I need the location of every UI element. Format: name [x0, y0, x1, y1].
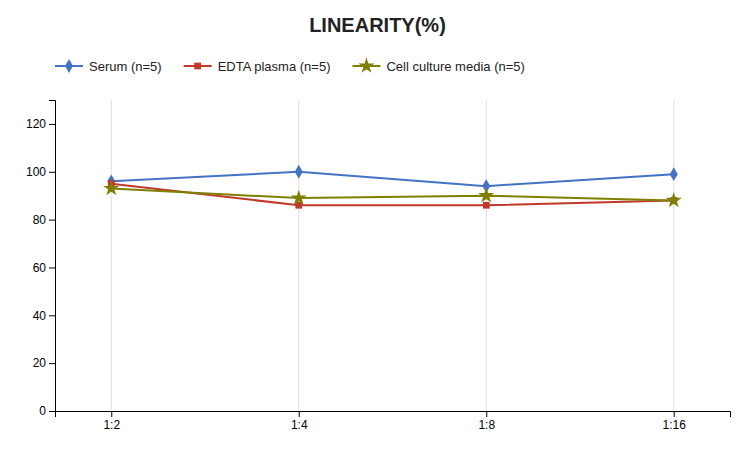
tick: 40 [33, 309, 55, 323]
tick-mark [49, 172, 55, 173]
tick: 80 [33, 213, 55, 227]
tick: 1:4 [291, 411, 308, 432]
legend-marker [194, 63, 201, 70]
grid [111, 100, 674, 411]
tick-mark [49, 363, 55, 364]
tick-label: 60 [33, 261, 47, 275]
legend-label: Serum (n=5) [89, 59, 162, 74]
tick: 0 [39, 404, 55, 418]
marker [291, 190, 307, 205]
legend-item: Cell culture media (n=5) [352, 58, 524, 74]
tick-mark [49, 315, 55, 316]
tick-mark [49, 220, 55, 221]
marker [666, 192, 682, 207]
chart: LINEARITY(%) 1:2 1:4 1:8 1:16 0 20 40 60 80 100 120… [0, 0, 755, 451]
legend-marker [65, 59, 73, 73]
x-axis: 1:2 1:4 1:8 1:16 [56, 411, 731, 432]
tick: 60 [33, 261, 55, 275]
tick-mark [674, 411, 675, 417]
axis-line [56, 412, 731, 418]
legend: Serum (n=5) EDTA plasma (n=5) Cell culture… [55, 58, 525, 74]
tick-label: 1:16 [663, 418, 687, 432]
marker [478, 187, 494, 202]
tick-label: 0 [39, 404, 46, 418]
tick-label: 20 [33, 356, 47, 370]
series [107, 165, 677, 193]
tick-mark [49, 267, 55, 268]
line [111, 184, 674, 206]
legend-item: EDTA plasma (n=5) [184, 59, 331, 74]
tick-label: 1:4 [291, 418, 308, 432]
plot: 1:2 1:4 1:8 1:16 0 20 40 60 80 100 120 [26, 100, 731, 432]
tick-label: 80 [33, 213, 47, 227]
grid-line [111, 100, 112, 411]
line [111, 172, 674, 186]
title: LINEARITY(%) [309, 14, 446, 36]
legend-label: Cell culture media (n=5) [386, 59, 524, 74]
y-axis: 0 20 40 60 80 100 120 [26, 101, 56, 419]
tick-mark [111, 411, 112, 417]
tick: 1:2 [103, 411, 120, 432]
legend-label: EDTA plasma (n=5) [218, 59, 331, 74]
tick: 1:8 [478, 411, 495, 432]
grid-line [486, 100, 487, 411]
marker [295, 165, 303, 179]
tick-label: 40 [33, 309, 47, 323]
axis-line [49, 101, 56, 412]
marks [103, 165, 682, 209]
series [103, 180, 682, 207]
tick: 120 [26, 117, 55, 131]
tick-label: 1:8 [478, 418, 495, 432]
tick-label: 1:2 [103, 418, 120, 432]
marker [103, 180, 119, 195]
legend-item: Serum (n=5) [55, 59, 162, 74]
tick-mark [49, 124, 55, 125]
marker [670, 167, 678, 181]
tick-label: 120 [26, 117, 46, 131]
tick-mark [299, 411, 300, 417]
grid-line [673, 100, 674, 411]
tick: 1:16 [663, 411, 687, 432]
marker [483, 202, 490, 209]
tick: 100 [26, 165, 55, 179]
line [111, 189, 674, 201]
tick-mark [486, 411, 487, 417]
tick-mark [49, 411, 55, 412]
series [108, 180, 677, 208]
grid-line [298, 100, 299, 411]
legend-marker [358, 58, 374, 73]
tick: 20 [33, 356, 55, 370]
tick-label: 100 [26, 165, 46, 179]
